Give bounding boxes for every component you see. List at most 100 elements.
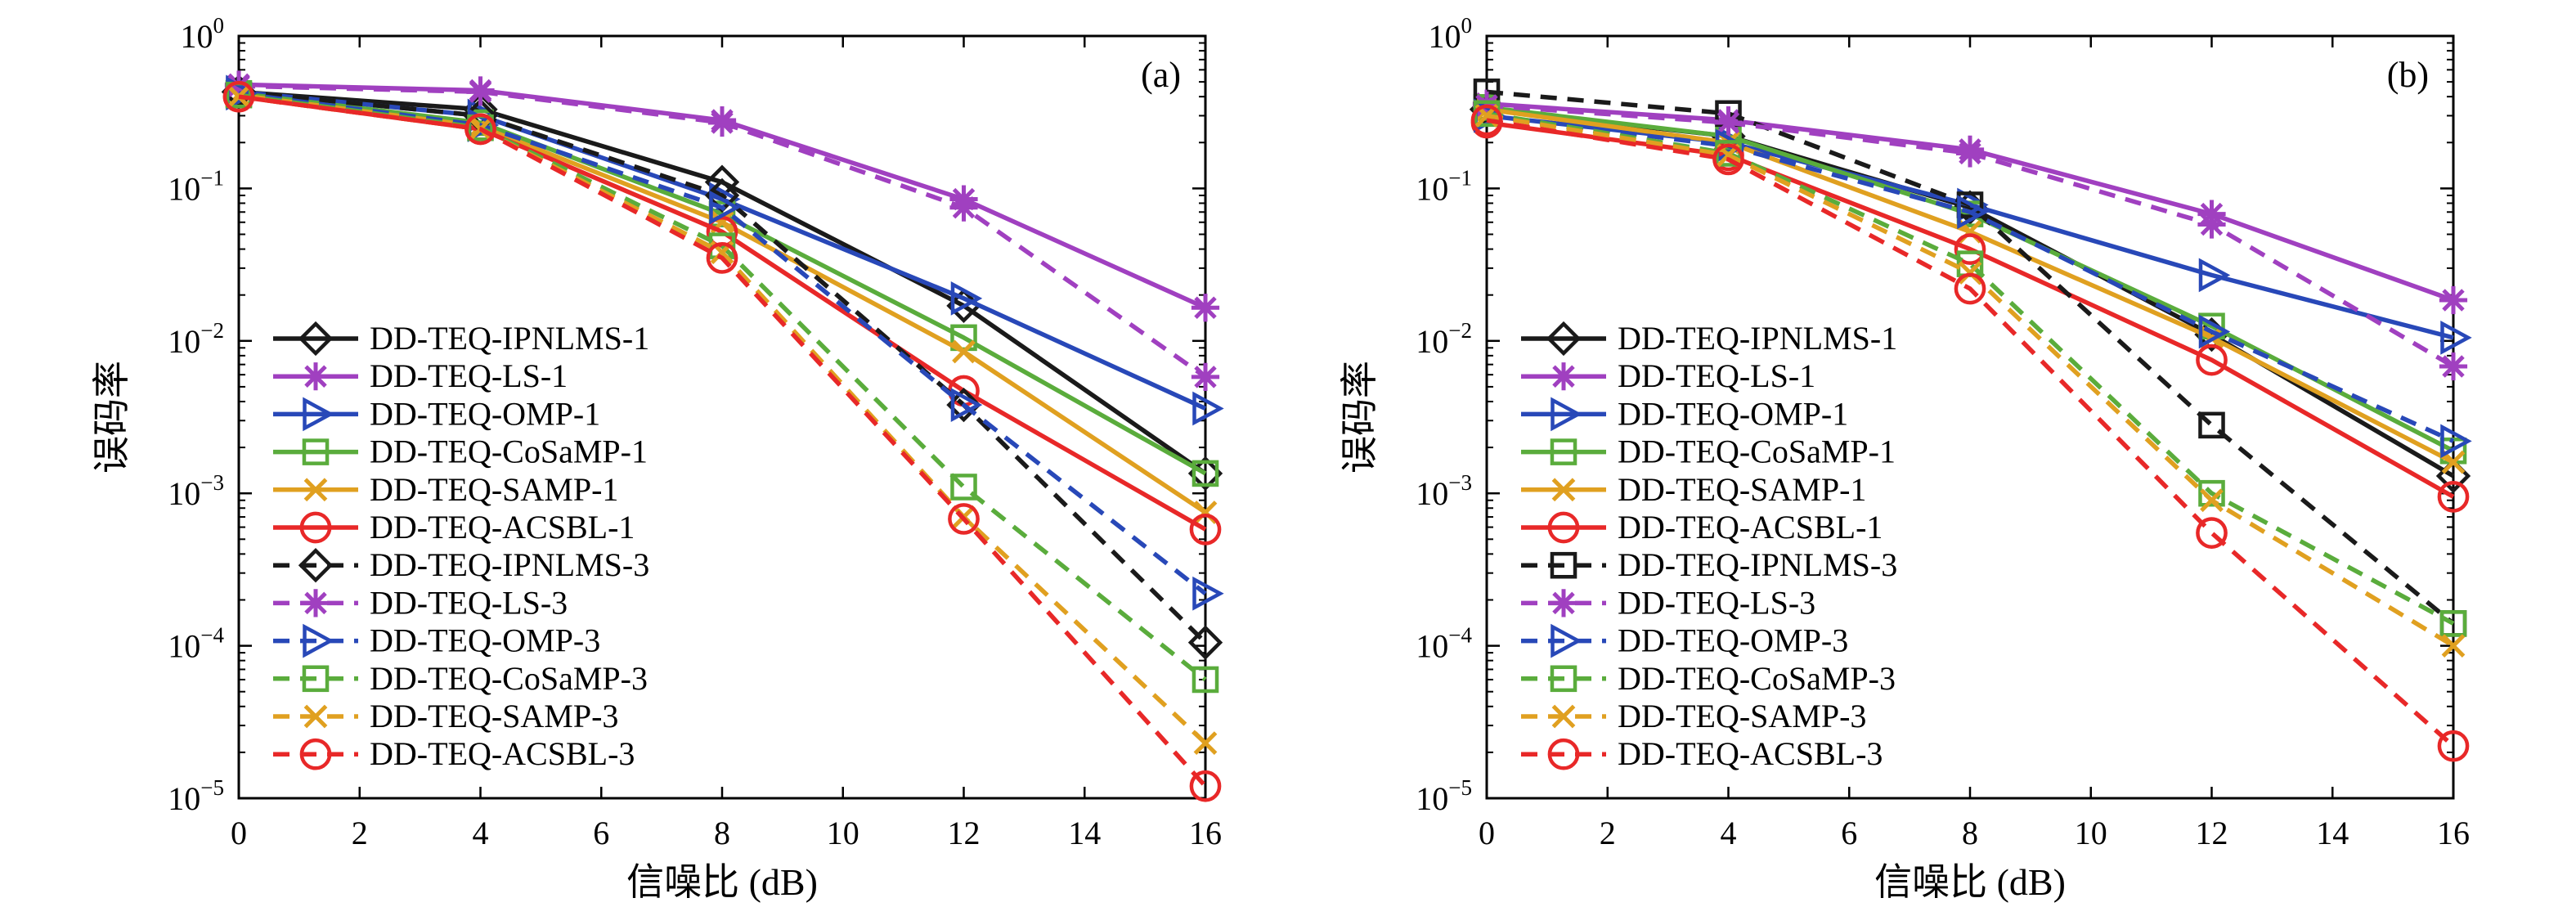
legend-marker — [301, 589, 330, 617]
data-point — [2196, 517, 2228, 549]
legend-marker — [298, 321, 334, 357]
x-axis-title: 信噪比 (dB) — [1874, 861, 2066, 903]
data-point — [2441, 450, 2466, 474]
chart-panel-a: 0 2 4 6 8 10 12 14 1610010−110−210−310−410−5信噪比 … — [91, 13, 1224, 903]
legend-marker — [303, 623, 334, 658]
legend-item: DD-TEQ-IPNLMS-1 — [273, 320, 649, 357]
x-tick-label: 4 — [1721, 815, 1737, 851]
x-tick-label: 8 — [714, 815, 730, 851]
data-point — [2440, 424, 2472, 459]
legend-label: DD-TEQ-ACSBL-3 — [1618, 735, 1883, 772]
data-point — [707, 108, 737, 137]
legend-item: DD-TEQ-SAMP-1 — [273, 471, 618, 508]
y-tick-exponent: 0 — [1461, 13, 1473, 38]
data-point — [2437, 481, 2470, 513]
data-point — [1955, 139, 1985, 168]
y-tick-base: 10 — [181, 18, 213, 55]
data-point — [1954, 233, 1986, 265]
legend-marker — [1551, 704, 1576, 729]
series-line — [238, 83, 1207, 379]
legend-label: DD-TEQ-IPNLMS-3 — [370, 546, 649, 583]
legend-marker — [303, 397, 334, 432]
y-tick-label: 10−5 — [1416, 775, 1472, 817]
x-tick-label: 10 — [2075, 815, 2107, 851]
legend-marker — [303, 478, 328, 502]
legend-label: DD-TEQ-CoSaMP-3 — [370, 660, 648, 697]
legend-label: DD-TEQ-ACSBL-3 — [370, 735, 635, 772]
y-tick-base: 10 — [1416, 475, 1448, 512]
chart-panel-b: 0 2 4 6 8 10 12 14 1610010−110−210−310−410−5信噪比 … — [1339, 13, 2472, 903]
legend-item: DD-TEQ-ACSBL-3 — [273, 735, 635, 772]
legend-item: DD-TEQ-SAMP-1 — [1521, 471, 1866, 508]
y-tick-base: 10 — [1416, 780, 1448, 817]
legend-marker — [1549, 589, 1578, 617]
y-tick-base: 10 — [168, 780, 200, 817]
legend-label: DD-TEQ-OMP-1 — [1618, 395, 1848, 432]
legend-item: DD-TEQ-OMP-3 — [1521, 622, 1848, 659]
y-tick-base: 10 — [1429, 18, 1461, 55]
series-line — [238, 94, 1208, 788]
data-point — [1192, 576, 1224, 611]
x-tick-label: 12 — [948, 815, 981, 851]
legend-marker — [302, 665, 330, 693]
legend-label: DD-TEQ-IPNLMS-3 — [1618, 546, 1897, 583]
legend-label: DD-TEQ-LS-1 — [1618, 357, 1815, 394]
x-tick-label: 2 — [352, 815, 368, 851]
legend-item: DD-TEQ-ACSBL-1 — [1521, 509, 1883, 546]
legend-label: DD-TEQ-LS-1 — [370, 357, 568, 394]
x-tick-label: 0 — [231, 815, 247, 851]
y-tick-exponent: −4 — [200, 623, 224, 648]
legend-label: DD-TEQ-OMP-3 — [370, 622, 600, 659]
legend-item: DD-TEQ-ACSBL-1 — [273, 509, 635, 546]
legend-item: DD-TEQ-SAMP-3 — [273, 698, 618, 734]
x-tick-label: 2 — [1600, 815, 1616, 851]
data-point — [1187, 625, 1223, 660]
data-point — [2198, 258, 2231, 293]
legend-item: DD-TEQ-CoSaMP-1 — [1521, 433, 1896, 470]
legend-label: DD-TEQ-SAMP-1 — [1618, 471, 1866, 508]
x-tick-label: 0 — [1479, 815, 1495, 851]
legend-marker — [1550, 438, 1577, 465]
x-tick-label: 16 — [2437, 815, 2470, 851]
legend-marker — [302, 438, 330, 465]
data-point — [1191, 294, 1220, 322]
x-tick-label: 6 — [1841, 815, 1857, 851]
y-tick-label: 10−1 — [1416, 165, 1472, 207]
y-tick-exponent: −3 — [200, 470, 224, 495]
data-point — [1958, 261, 1982, 285]
data-point — [706, 242, 738, 274]
legend-item: DD-TEQ-CoSaMP-3 — [273, 660, 648, 697]
data-point — [2439, 352, 2468, 381]
y-tick-exponent: 0 — [213, 13, 225, 38]
data-point — [2198, 479, 2225, 507]
y-tick-base: 10 — [1416, 628, 1448, 665]
data-point — [227, 84, 251, 109]
legend-item: DD-TEQ-OMP-1 — [1521, 395, 1848, 432]
data-point — [1957, 195, 1989, 230]
data-point — [950, 281, 983, 316]
y-tick-label: 10−3 — [168, 470, 224, 512]
data-point — [222, 80, 255, 113]
x-tick-label: 16 — [1189, 815, 1222, 851]
panel-label: (b) — [2387, 55, 2429, 95]
legend-marker — [1551, 478, 1576, 502]
y-tick-base: 10 — [168, 628, 200, 665]
data-point — [1189, 513, 1222, 546]
legend-label: DD-TEQ-CoSaMP-1 — [370, 433, 648, 470]
legend-marker — [1551, 397, 1582, 432]
x-tick-label: 14 — [2316, 815, 2349, 851]
legend-marker — [301, 362, 330, 391]
y-tick-label: 10−2 — [1416, 318, 1472, 360]
data-point — [466, 78, 495, 106]
legend-item: DD-TEQ-CoSaMP-3 — [1521, 660, 1896, 697]
y-tick-exponent: −5 — [200, 775, 224, 800]
legend-marker — [299, 511, 332, 544]
legend-marker — [1546, 321, 1582, 357]
data-point — [1193, 731, 1218, 755]
x-tick-label: 14 — [1068, 815, 1101, 851]
legend-label: DD-TEQ-ACSBL-1 — [1618, 509, 1883, 546]
legend-label: DD-TEQ-IPNLMS-1 — [1618, 320, 1897, 357]
series-line — [1486, 113, 2455, 443]
x-axis-title: 信噪比 (dB) — [626, 861, 818, 903]
